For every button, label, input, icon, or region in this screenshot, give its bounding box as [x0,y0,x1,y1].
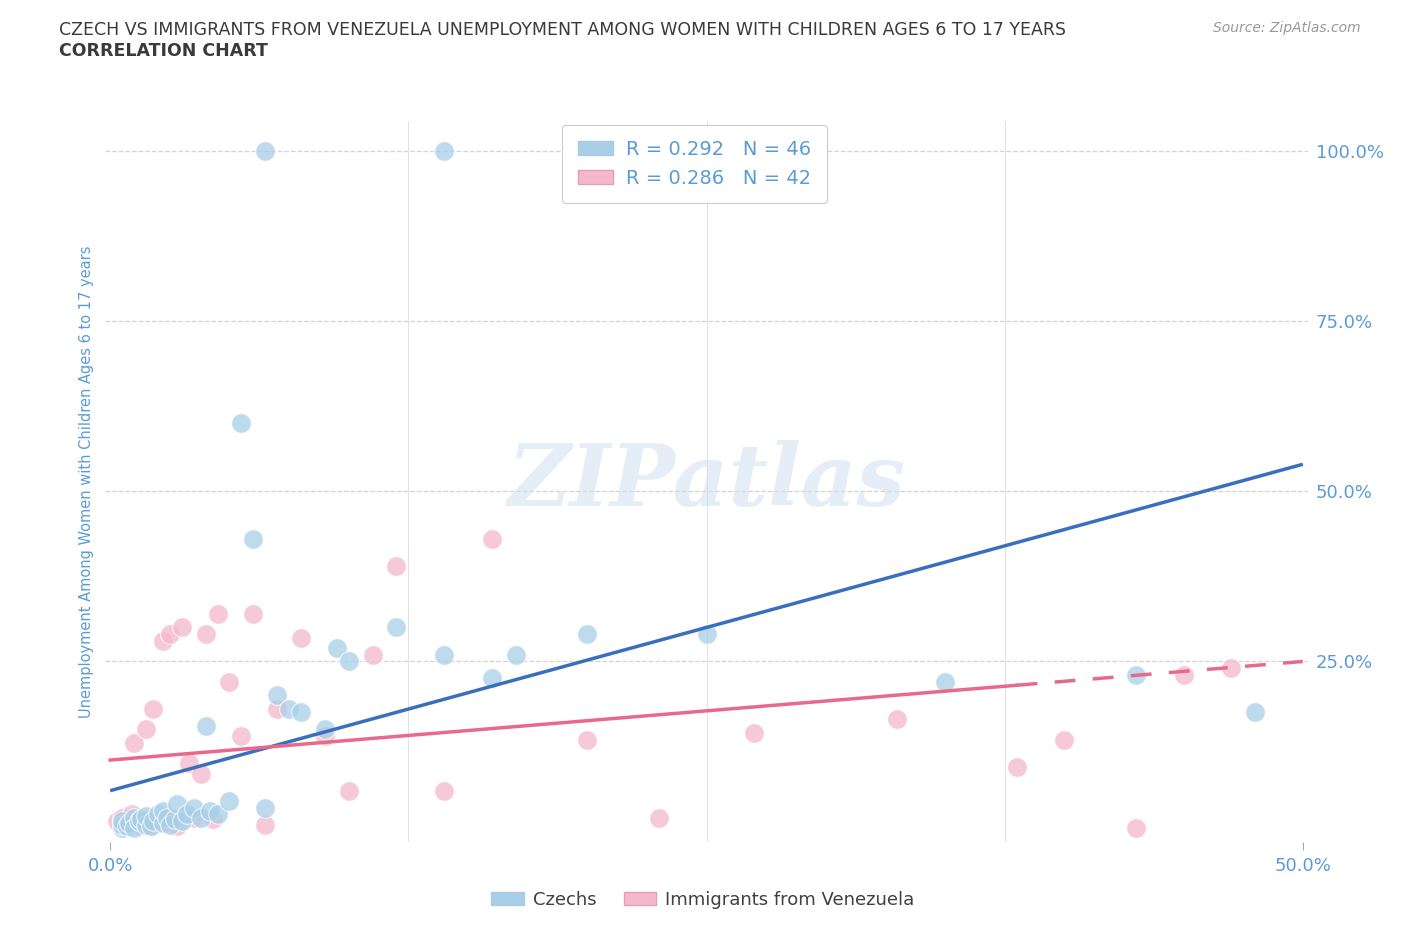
Point [254,817,277,832]
Point [218,793,240,808]
Point [1173,668,1195,683]
Point [156,810,179,825]
Point [128,817,150,832]
Point [433,783,456,798]
Legend: R = 0.292   N = 46, R = 0.286   N = 42: R = 0.292 N = 46, R = 0.286 N = 42 [562,125,827,204]
Point [170,814,193,829]
Point [231,416,253,431]
Point [1005,760,1028,775]
Point [481,671,503,686]
Point [190,810,212,825]
Point [170,620,193,635]
Point [146,816,169,830]
Point [122,736,145,751]
Y-axis label: Unemployment Among Women with Children Ages 6 to 17 years: Unemployment Among Women with Children A… [79,245,94,718]
Point [176,807,198,822]
Point [128,814,150,829]
Point [194,719,217,734]
Point [135,809,157,824]
Point [433,144,456,159]
Point [1125,668,1147,683]
Text: CORRELATION CHART: CORRELATION CHART [59,42,269,60]
Point [290,631,312,645]
Point [242,606,264,621]
Text: Source: ZipAtlas.com: Source: ZipAtlas.com [1213,21,1361,35]
Point [166,818,188,833]
Point [576,732,599,747]
Point [290,705,312,720]
Point [326,641,349,656]
Point [481,532,503,547]
Point [111,820,134,835]
Point [266,701,288,716]
Point [166,797,188,812]
Point [135,722,157,737]
Text: CZECH VS IMMIGRANTS FROM VENEZUELA UNEMPLOYMENT AMONG WOMEN WITH CHILDREN AGES 6: CZECH VS IMMIGRANTS FROM VENEZUELA UNEMP… [59,21,1066,39]
Point [576,627,599,642]
Point [385,559,408,574]
Point [152,816,174,830]
Point [183,800,205,815]
Point [361,647,384,662]
Point [742,725,765,740]
Point [505,647,527,662]
Point [278,701,301,716]
Text: ZIPatlas: ZIPatlas [508,440,905,523]
Point [254,800,277,815]
Point [231,729,253,744]
Point [121,807,143,822]
Point [163,812,186,827]
Point [201,812,224,827]
Point [156,814,179,829]
Point [139,818,162,833]
Point [111,814,134,829]
Point [254,144,277,159]
Point [122,820,145,835]
Point [190,766,212,781]
Point [648,810,671,825]
Point [115,816,138,830]
Point [194,627,217,642]
Point [1244,705,1267,720]
Point [139,818,162,833]
Point [122,810,145,825]
Point [111,810,134,825]
Point [337,654,360,669]
Legend: Czechs, Immigrants from Venezuela: Czechs, Immigrants from Venezuela [484,884,922,916]
Point [129,812,152,827]
Point [266,688,288,703]
Point [115,818,138,833]
Point [142,814,165,829]
Point [1220,661,1243,676]
Point [624,144,647,159]
Point [433,647,456,662]
Point [207,606,229,621]
Point [314,722,336,737]
Point [111,817,134,832]
Point [152,633,174,648]
Point [242,532,264,547]
Point [146,807,169,822]
Point [118,816,141,830]
Point [1125,820,1147,835]
Point [177,756,200,771]
Point [152,804,174,818]
Point [135,817,157,832]
Point [385,620,408,635]
Point [105,814,128,829]
Point [159,627,181,642]
Point [934,674,956,689]
Point [695,627,717,642]
Point [1053,732,1076,747]
Point [207,807,229,822]
Point [159,817,181,832]
Point [183,810,205,825]
Point [886,711,908,726]
Point [200,804,222,818]
Point [142,701,165,716]
Point [337,783,360,798]
Point [218,674,240,689]
Point [314,729,336,744]
